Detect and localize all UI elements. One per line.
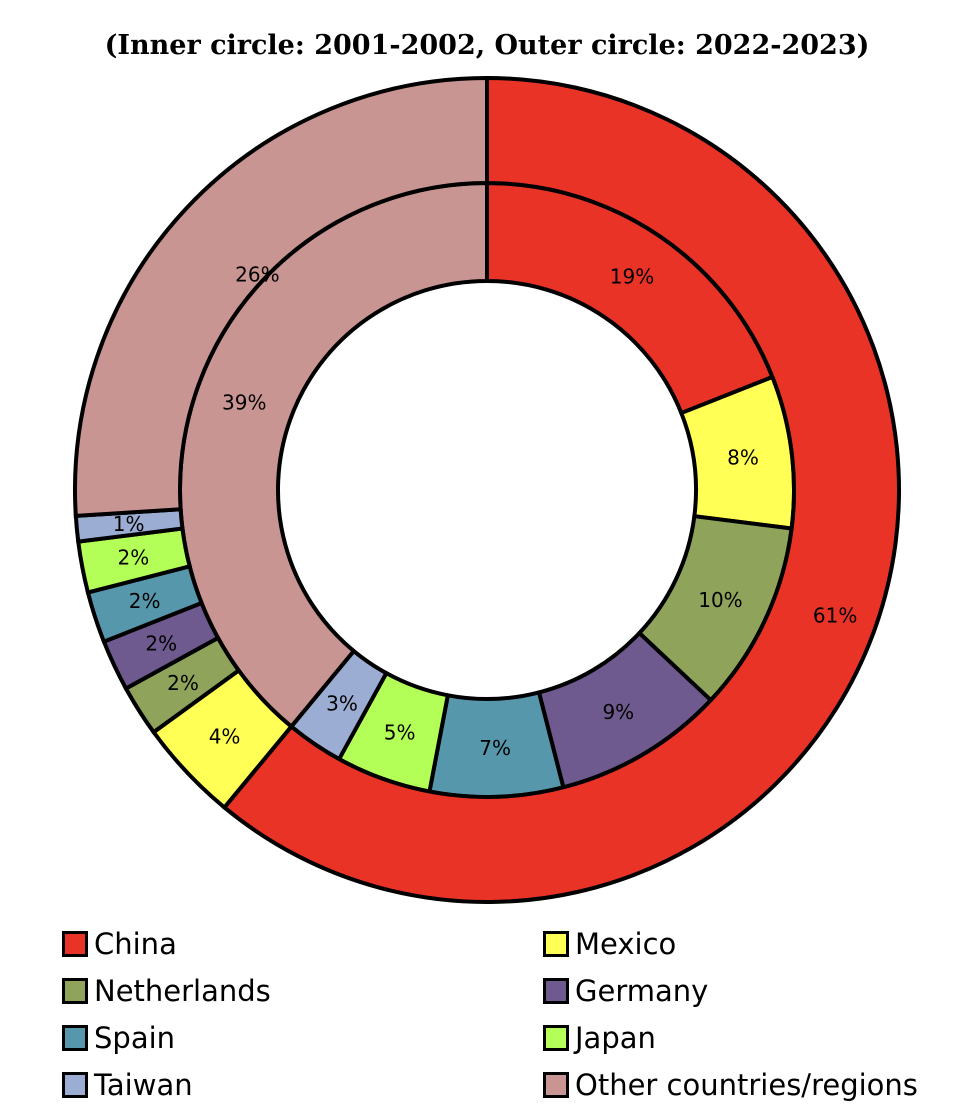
legend-item-germany: Germany — [543, 971, 708, 1011]
legend-label: Germany — [575, 974, 709, 1008]
inner-label-netherlands: 10% — [698, 588, 742, 612]
legend-label: Other countries/regions — [575, 1068, 918, 1102]
legend-label: Mexico — [575, 927, 677, 961]
legend-swatch — [543, 978, 569, 1004]
legend-swatch — [62, 931, 88, 957]
legend-label: Japan — [575, 1021, 656, 1055]
outer-slice-china — [221, 75, 901, 904]
legend-swatch — [62, 978, 88, 1004]
outer-label-japan: 2% — [118, 545, 150, 569]
outer-label-other-countries-regions: 26% — [235, 262, 279, 286]
inner-label-mexico: 8% — [727, 446, 759, 470]
legend-label: China — [94, 927, 177, 961]
legend-label: Taiwan — [94, 1068, 193, 1102]
legend-item-other-countries-regions: Other countries/regions — [543, 1065, 918, 1105]
inner-label-other-countries-regions: 39% — [222, 391, 266, 415]
legend-label: Netherlands — [94, 974, 271, 1008]
legend-item-spain: Spain — [62, 1018, 175, 1058]
donut-chart: 19% 8% 10% 9% 7% 5% 3% 39% 61% 4% 2% 2% 2% 2% 1% 26% — [73, 75, 901, 904]
outer-label-netherlands: 2% — [167, 671, 199, 695]
legend-swatch — [62, 1072, 88, 1098]
inner-label-germany: 9% — [602, 700, 634, 724]
outer-slice-other-countries-regions — [73, 75, 489, 518]
outer-label-taiwan: 1% — [113, 512, 145, 536]
legend-swatch — [543, 931, 569, 957]
legend-swatch — [62, 1025, 88, 1051]
outer-label-spain: 2% — [129, 589, 161, 613]
legend-item-netherlands: Netherlands — [62, 971, 271, 1011]
inner-label-japan: 5% — [384, 721, 416, 745]
legend-item-china: China — [62, 924, 177, 964]
legend-item-taiwan: Taiwan — [62, 1065, 193, 1105]
outer-label-germany: 2% — [145, 631, 177, 655]
inner-label-taiwan: 3% — [326, 691, 358, 715]
chart-title: (Inner circle: 2001-2002, Outer circle: … — [104, 30, 870, 61]
legend: China Mexico Netherlands Germany Spain Japan T… — [0, 922, 974, 1112]
legend-swatch — [543, 1072, 569, 1098]
inner-label-china: 19% — [610, 265, 654, 289]
legend-label: Spain — [94, 1021, 176, 1055]
inner-label-spain: 7% — [479, 736, 511, 760]
outer-label-mexico: 4% — [209, 724, 241, 748]
legend-swatch — [543, 1025, 569, 1051]
legend-item-japan: Japan — [543, 1018, 656, 1058]
outer-label-china: 61% — [813, 603, 857, 627]
legend-item-mexico: Mexico — [543, 924, 676, 964]
